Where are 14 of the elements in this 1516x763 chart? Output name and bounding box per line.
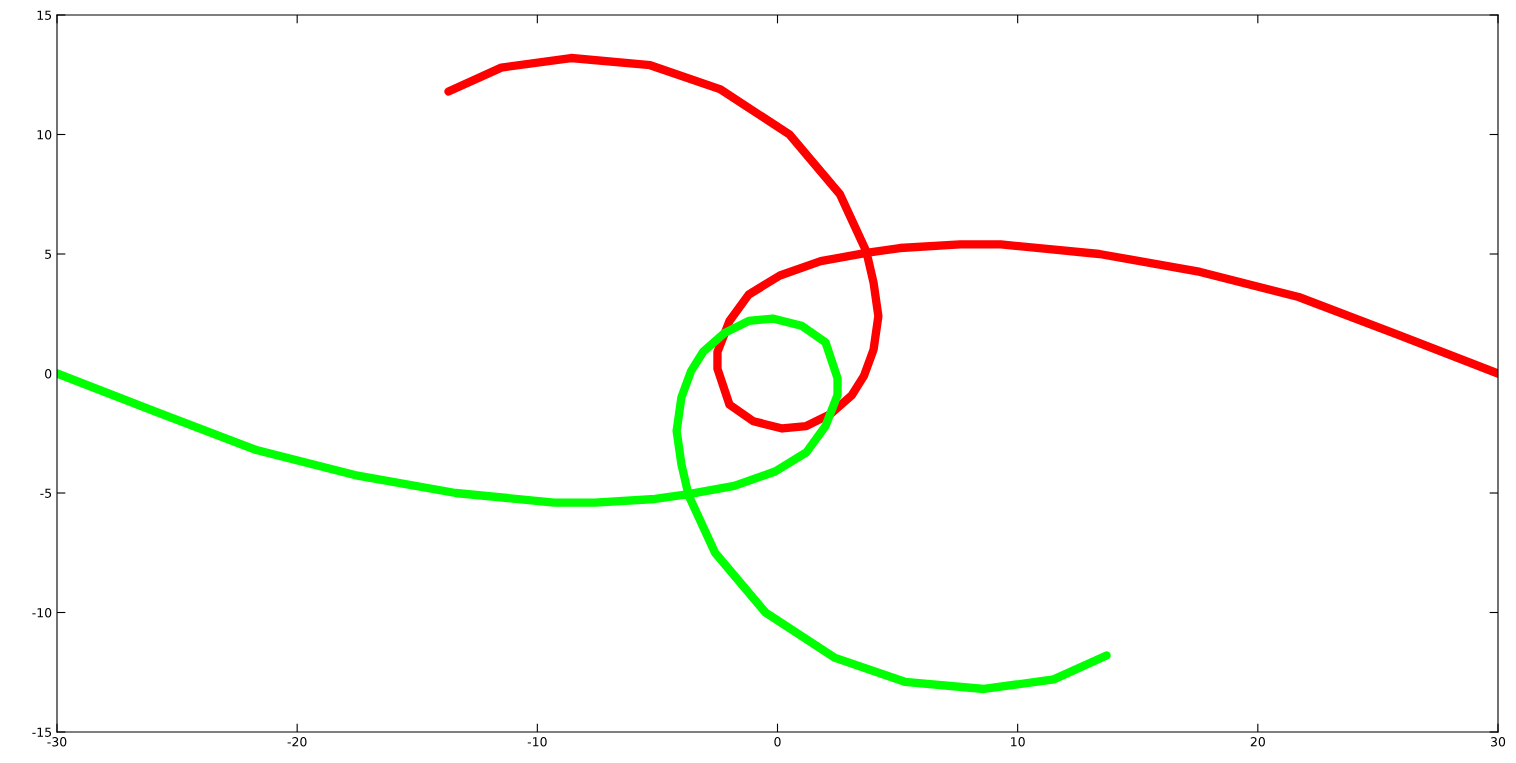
y-tick-label: 10 (37, 129, 52, 140)
y-tick-label: -10 (32, 607, 52, 618)
y-tick-label: 15 (37, 10, 52, 20)
y-tick-label: -15 (32, 727, 52, 737)
x-tick-label: 30 (1491, 737, 1506, 747)
y-tick-label: 5 (45, 249, 52, 259)
x-tick-label: -30 (47, 737, 67, 747)
x-tick-label: -10 (527, 737, 547, 747)
x-tick-label: 20 (1250, 737, 1265, 747)
y-tick-label: 0 (45, 368, 52, 379)
x-tick-label: -20 (287, 737, 307, 747)
x-tick-label: 0 (774, 737, 781, 747)
x-tick-label: 10 (1011, 737, 1025, 747)
y-tick-label: -5 (40, 488, 52, 498)
